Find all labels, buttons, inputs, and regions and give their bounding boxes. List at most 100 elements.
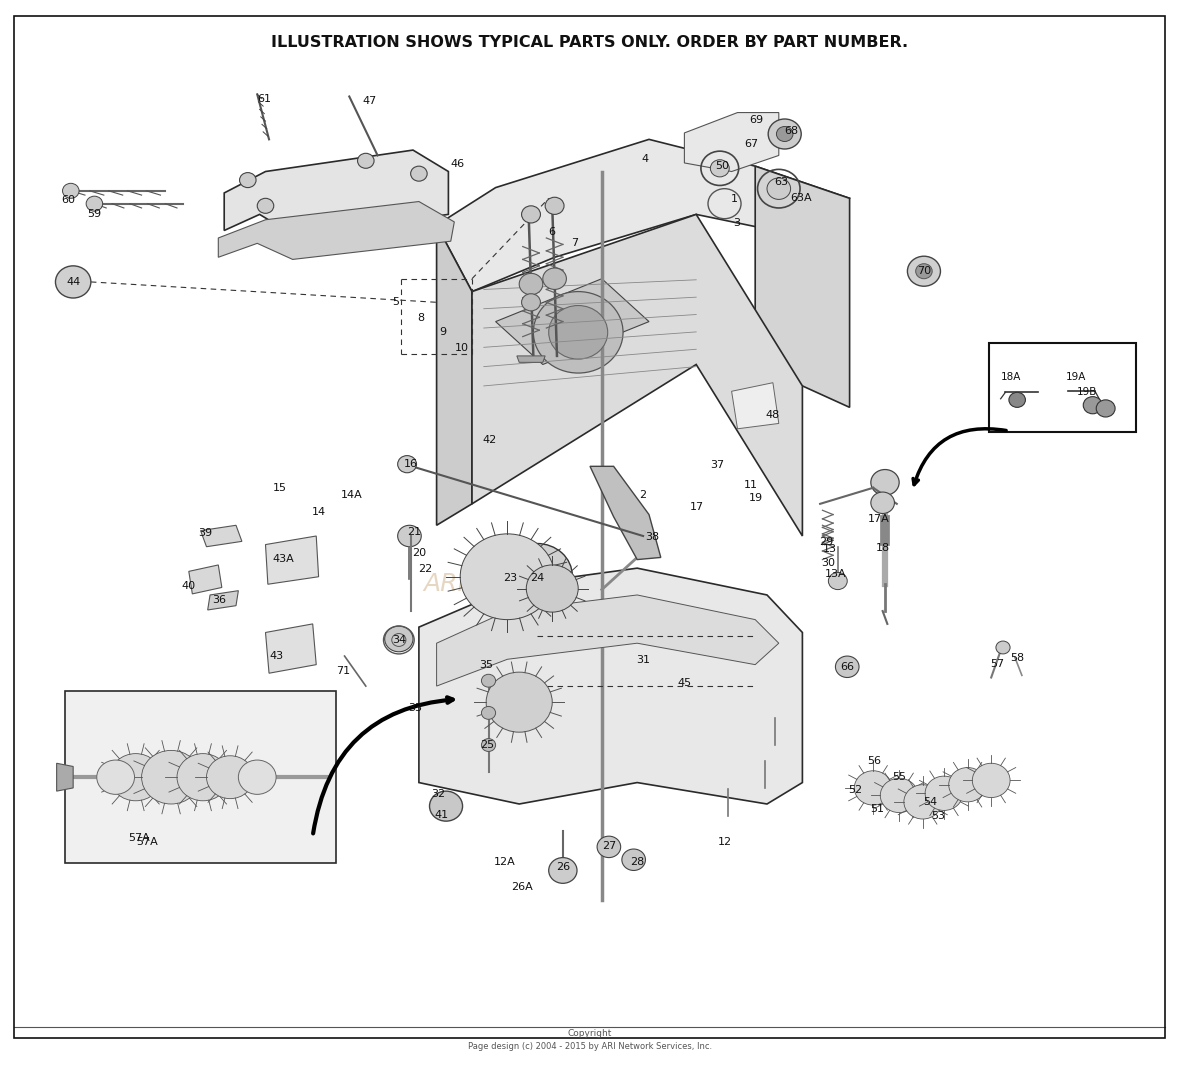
Polygon shape (437, 225, 472, 525)
Text: 70: 70 (917, 266, 931, 277)
Text: 48: 48 (766, 410, 780, 420)
Text: 12: 12 (717, 836, 732, 847)
Polygon shape (496, 279, 649, 364)
Circle shape (385, 626, 413, 652)
Circle shape (904, 785, 942, 819)
Polygon shape (472, 214, 802, 536)
Circle shape (972, 763, 1010, 798)
Text: ™: ™ (625, 583, 635, 594)
Polygon shape (517, 356, 545, 362)
Polygon shape (208, 591, 238, 610)
Circle shape (526, 565, 578, 612)
Text: 63: 63 (774, 177, 788, 188)
Text: 30: 30 (821, 557, 835, 568)
Bar (65, 691, 336, 863)
Circle shape (398, 525, 421, 547)
Text: Page design (c) 2004 - 2015 by ARI Network Services, Inc.: Page design (c) 2004 - 2015 by ARI Netwo… (468, 1042, 712, 1051)
Circle shape (1096, 400, 1115, 417)
Text: 60: 60 (61, 195, 76, 206)
Polygon shape (218, 202, 454, 259)
Circle shape (710, 160, 729, 177)
Polygon shape (224, 150, 448, 236)
Text: 14: 14 (312, 507, 326, 518)
Text: ILLUSTRATION SHOWS TYPICAL PARTS ONLY. ORDER BY PART NUMBER.: ILLUSTRATION SHOWS TYPICAL PARTS ONLY. O… (271, 35, 909, 50)
Text: 27: 27 (602, 840, 616, 851)
Circle shape (502, 544, 572, 608)
Circle shape (1009, 392, 1025, 407)
Text: 45: 45 (677, 678, 691, 688)
Circle shape (430, 791, 463, 821)
Text: 56: 56 (867, 756, 881, 766)
Text: 31: 31 (636, 655, 650, 666)
Text: 13A: 13A (825, 568, 846, 579)
Text: 12A: 12A (494, 857, 516, 867)
Text: 36: 36 (212, 595, 227, 606)
Text: 37: 37 (710, 460, 725, 471)
Polygon shape (732, 383, 779, 429)
Circle shape (522, 206, 540, 223)
Text: 39: 39 (198, 527, 212, 538)
Circle shape (206, 756, 254, 799)
Text: 17: 17 (690, 502, 704, 512)
Circle shape (398, 456, 417, 473)
Circle shape (871, 492, 894, 513)
Circle shape (949, 768, 986, 802)
Text: 47: 47 (362, 95, 376, 106)
Circle shape (392, 634, 406, 646)
Circle shape (622, 849, 645, 870)
Text: 52: 52 (848, 785, 863, 795)
Text: 4: 4 (642, 153, 649, 164)
Text: 25: 25 (480, 740, 494, 750)
Circle shape (86, 196, 103, 211)
Text: 18A: 18A (1001, 372, 1022, 383)
Text: 9: 9 (439, 327, 446, 338)
Text: 16: 16 (404, 459, 418, 470)
Text: 57A: 57A (129, 833, 150, 844)
Circle shape (481, 706, 496, 719)
Text: 32: 32 (431, 789, 445, 800)
Circle shape (238, 760, 276, 794)
Polygon shape (755, 166, 850, 407)
Text: 54: 54 (923, 796, 937, 807)
Text: 33: 33 (408, 702, 422, 713)
Polygon shape (437, 595, 779, 686)
Text: 71: 71 (336, 666, 350, 676)
Circle shape (925, 776, 963, 810)
Text: 59: 59 (87, 209, 101, 220)
Text: 8: 8 (418, 313, 425, 324)
Text: 17A: 17A (868, 513, 890, 524)
Circle shape (776, 126, 793, 142)
Text: 68: 68 (785, 125, 799, 136)
Text: 13: 13 (822, 544, 837, 554)
Circle shape (996, 641, 1010, 654)
Bar (989, 343, 1136, 432)
Polygon shape (189, 565, 222, 594)
Text: 43A: 43A (273, 553, 294, 564)
Polygon shape (57, 763, 73, 791)
Circle shape (519, 273, 543, 295)
Text: 26A: 26A (511, 881, 532, 892)
Text: 15: 15 (273, 482, 287, 493)
Text: 2: 2 (640, 490, 647, 501)
Text: 44: 44 (66, 277, 80, 287)
Circle shape (767, 178, 791, 199)
Text: 22: 22 (418, 564, 432, 575)
Circle shape (543, 268, 566, 289)
Circle shape (110, 754, 162, 801)
Text: 66: 66 (840, 661, 854, 672)
Text: 24: 24 (530, 572, 544, 583)
Text: 26: 26 (556, 862, 570, 873)
Text: 10: 10 (454, 343, 468, 354)
Text: 7: 7 (571, 238, 578, 249)
Text: Copyright: Copyright (568, 1029, 612, 1038)
Text: 19A: 19A (1066, 372, 1087, 383)
Circle shape (257, 198, 274, 213)
Text: 5: 5 (392, 297, 399, 308)
Circle shape (142, 750, 201, 804)
Circle shape (871, 470, 899, 495)
Polygon shape (266, 536, 319, 584)
Circle shape (907, 256, 940, 286)
Text: 23: 23 (503, 572, 517, 583)
Circle shape (522, 294, 540, 311)
Circle shape (916, 264, 932, 279)
